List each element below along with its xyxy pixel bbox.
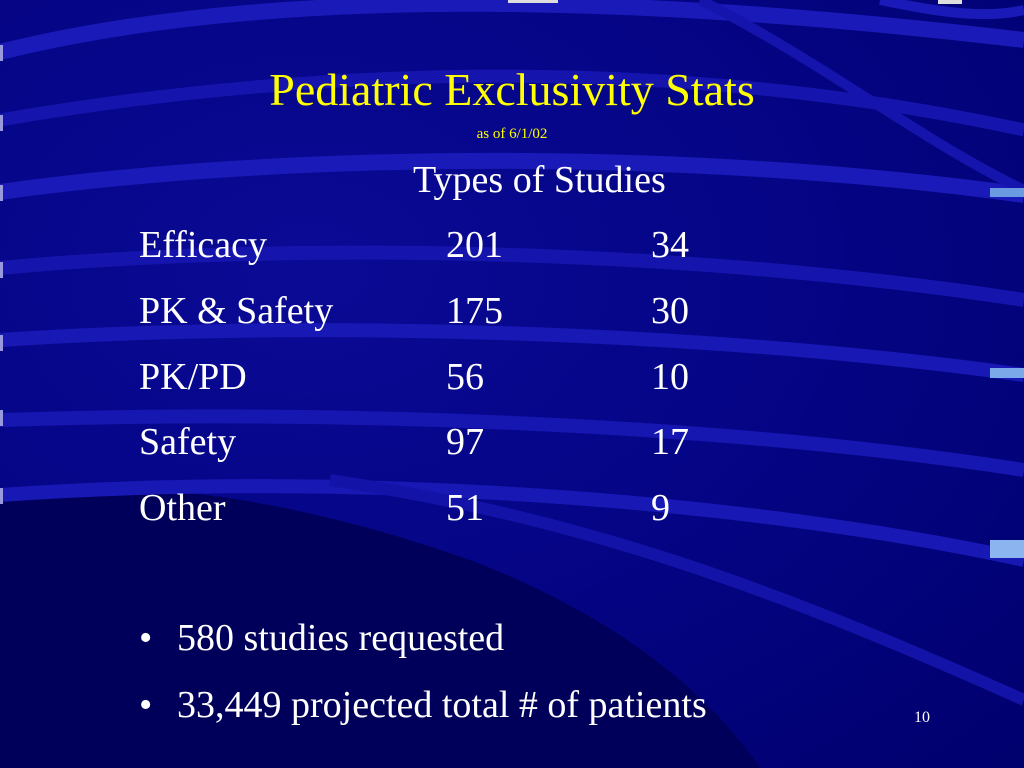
row-value-b: 34 xyxy=(651,224,689,266)
left-tick-3 xyxy=(0,185,3,201)
swoosh-arc-4 xyxy=(0,245,1024,307)
bullet-marker: • xyxy=(139,617,153,659)
row-value-b: 30 xyxy=(651,290,689,332)
left-tick-5 xyxy=(0,335,3,351)
row-value-b: 9 xyxy=(651,487,670,529)
row-label: PK/PD xyxy=(139,356,247,398)
swoosh-arc-10 xyxy=(879,0,1024,20)
table-row: Safety 97 17 xyxy=(0,419,1024,465)
row-value-a: 175 xyxy=(446,290,503,332)
edge-highlight-5 xyxy=(508,0,558,3)
edge-highlight-1 xyxy=(990,188,1024,197)
swoosh-arc-6 xyxy=(0,409,1024,477)
row-label: Safety xyxy=(139,421,237,463)
left-tick-1 xyxy=(0,45,3,61)
row-value-b: 17 xyxy=(651,421,689,463)
left-tick-6 xyxy=(0,410,3,426)
row-value-a: 56 xyxy=(446,356,484,398)
row-label: Other xyxy=(139,487,226,529)
edge-highlight-3 xyxy=(990,540,1024,558)
bullet-marker: • xyxy=(139,684,153,726)
row-value-a: 201 xyxy=(446,224,503,266)
swoosh-arc-8 xyxy=(329,474,1024,706)
bullet-text: 580 studies requested xyxy=(177,617,505,659)
row-value-b: 10 xyxy=(651,356,689,398)
slide-title: Pediatric Exclusivity Stats xyxy=(269,64,755,115)
swoosh-arc-7 xyxy=(0,479,1024,567)
section-heading: Types of Studies xyxy=(413,159,666,201)
bullet-text: 33,449 projected total # of patients xyxy=(177,684,707,726)
bullet-item: • 580 studies requested xyxy=(139,615,504,661)
edge-highlight-2 xyxy=(990,368,1024,378)
row-label: PK & Safety xyxy=(139,290,334,332)
table-row: PK/PD 56 10 xyxy=(0,354,1024,400)
left-tick-2 xyxy=(0,115,3,131)
table-row: Other 51 9 xyxy=(0,485,1024,531)
swoosh-arc-3 xyxy=(0,152,1024,203)
swoosh-arc-1 xyxy=(0,0,1024,60)
bullet-item: • 33,449 projected total # of patients xyxy=(139,682,707,728)
table-row: Efficacy 201 34 xyxy=(0,222,1024,268)
row-label: Efficacy xyxy=(139,224,267,266)
edge-highlight-4 xyxy=(938,0,962,4)
swoosh-arc-9 xyxy=(697,0,1024,195)
left-tick-4 xyxy=(0,262,3,278)
row-value-a: 51 xyxy=(446,487,484,529)
row-value-a: 97 xyxy=(446,421,484,463)
swoosh-arc-5 xyxy=(0,323,1024,382)
left-tick-7 xyxy=(0,488,3,504)
table-row: PK & Safety 175 30 xyxy=(0,288,1024,334)
dark-corner-shape xyxy=(0,488,760,768)
page-number: 10 xyxy=(914,709,930,726)
slide-subtitle: as of 6/1/02 xyxy=(476,126,548,142)
